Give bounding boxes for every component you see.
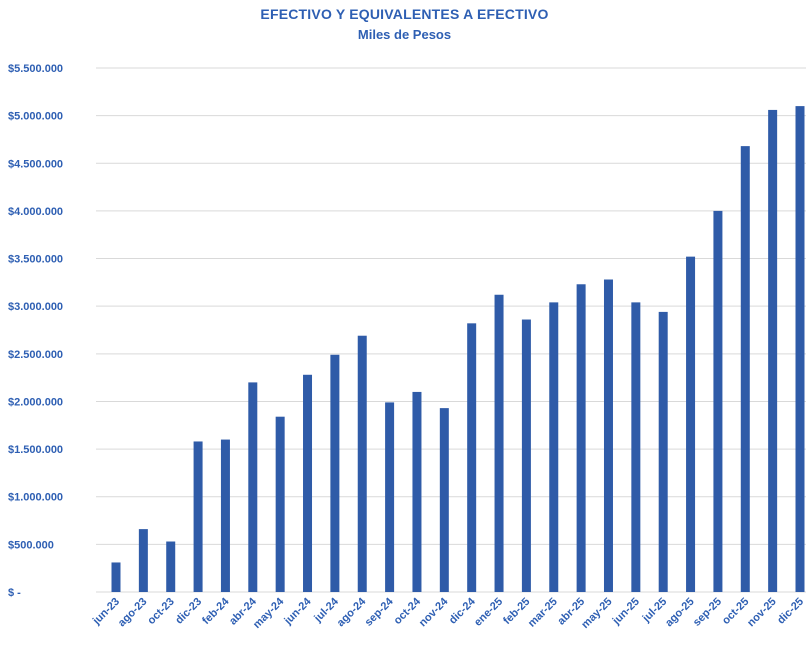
y-tick-label: $2.000.000 [8, 396, 63, 408]
x-tick-label: jun-25 [610, 596, 642, 628]
bar [494, 294, 504, 592]
x-tick-label: mar-25 [526, 596, 560, 630]
y-tick-label: $1.000.000 [8, 492, 63, 504]
bar [768, 109, 778, 593]
bar [275, 416, 285, 592]
y-tick-label: $4.500.000 [8, 158, 63, 170]
chart-subtitle: Miles de Pesos [357, 27, 452, 42]
bar [576, 284, 586, 592]
bar [658, 311, 668, 592]
bar [549, 302, 559, 592]
bar [138, 529, 148, 592]
x-tick-label: dic-23 [173, 596, 204, 627]
y-tick-label: $4.000.000 [8, 206, 63, 218]
bar [631, 302, 641, 592]
bar [220, 439, 230, 592]
bar [467, 323, 477, 592]
x-tick-label: ene-25 [472, 596, 505, 629]
x-tick-label: ago-25 [663, 596, 697, 630]
y-tick-label: $3.500.000 [8, 254, 63, 266]
bar [521, 319, 531, 592]
bar [385, 402, 395, 592]
bar [795, 106, 805, 592]
x-tick-label: sep-24 [363, 595, 397, 629]
x-tick-label: sep-25 [691, 596, 724, 629]
x-tick-label: jun-24 [282, 595, 315, 628]
bar [439, 408, 449, 592]
x-tick-label: may-25 [579, 596, 614, 631]
x-tick-label: may-24 [251, 595, 287, 631]
bar [330, 354, 340, 592]
bar [193, 441, 203, 592]
bar [412, 391, 422, 592]
y-tick-label: $5.000.000 [8, 111, 63, 123]
y-tick-label: $2.500.000 [8, 349, 63, 361]
chart-title: EFECTIVO Y EQUIVALENTES A EFECTIVO [260, 6, 549, 22]
bar [686, 256, 696, 592]
bar [603, 279, 613, 592]
x-tick-label: oct-23 [145, 596, 176, 627]
bar [111, 562, 121, 592]
x-tick-label: ago-23 [116, 596, 150, 630]
bar [166, 541, 176, 592]
y-tick-label: $ - [8, 587, 21, 599]
x-tick-label: ago-24 [335, 595, 369, 629]
x-tick-label: nov-24 [417, 595, 451, 629]
bar [713, 210, 723, 592]
x-tick-label: dic-25 [775, 596, 806, 627]
bar [740, 146, 750, 592]
x-tick-label: nov-25 [745, 596, 779, 630]
y-tick-label: $500.000 [8, 539, 54, 551]
x-tick-label: feb-24 [200, 595, 232, 627]
bar [357, 335, 367, 592]
y-tick-label: $1.500.000 [8, 444, 63, 456]
bar [248, 382, 258, 592]
y-tick-label: $3.000.000 [8, 301, 63, 313]
bar [303, 374, 313, 592]
y-tick-label: $5.500.000 [8, 63, 63, 75]
